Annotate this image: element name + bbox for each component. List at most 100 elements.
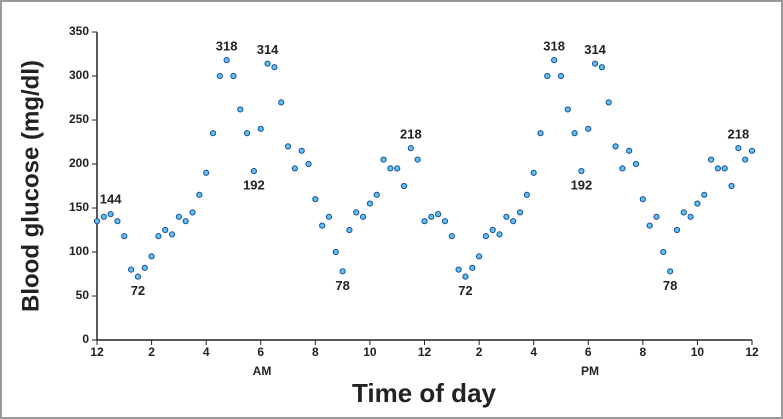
data-point [278, 99, 285, 106]
x-tick-label: 4 [203, 345, 210, 359]
x-tick-label: 12 [90, 345, 104, 359]
data-point [714, 165, 721, 172]
data-point [646, 222, 653, 229]
data-point [544, 72, 551, 80]
data-point [735, 145, 742, 152]
data-point [134, 273, 142, 280]
data-point [667, 268, 674, 275]
data-point [387, 165, 394, 172]
data-point [585, 125, 592, 132]
data-point [748, 147, 756, 154]
data-point [373, 191, 380, 198]
annotation: 78 [663, 278, 677, 293]
annotation: 218 [728, 127, 750, 142]
data-point [148, 253, 155, 260]
x-tick-label: 8 [639, 345, 646, 359]
data-point [673, 226, 681, 234]
data-point [250, 167, 258, 175]
data-point [414, 156, 421, 163]
data-point [489, 226, 496, 234]
data-point [407, 145, 414, 152]
data-point [421, 218, 428, 225]
data-point [128, 266, 135, 273]
annotation: 72 [458, 283, 472, 298]
x-tick-label: 12 [418, 345, 432, 359]
data-point [244, 130, 251, 137]
data-point [701, 191, 708, 198]
annotation: 144 [100, 192, 122, 207]
y-tick-label: 50 [76, 288, 90, 302]
data-point [680, 209, 687, 216]
data-point [141, 264, 148, 271]
data-point [728, 182, 735, 190]
data-point [346, 226, 353, 234]
data-point [305, 160, 312, 168]
data-point [639, 196, 646, 203]
x-tick-label: 10 [691, 345, 705, 359]
data-point [435, 211, 442, 218]
data-point [168, 231, 176, 238]
data-point [578, 167, 585, 175]
data-point [571, 130, 578, 137]
data-point [591, 60, 599, 67]
data-point [380, 156, 387, 163]
y-tick-label: 350 [69, 24, 89, 38]
x-tick-label: 12 [745, 345, 759, 359]
annotation: 314 [584, 42, 606, 57]
data-point [223, 57, 230, 64]
data-point [196, 191, 203, 198]
data-point [400, 182, 408, 190]
data-point [619, 165, 626, 172]
data-point [660, 248, 667, 256]
data-point [448, 233, 455, 240]
data-point [742, 156, 749, 163]
data-point [93, 218, 101, 225]
y-tick-label: 300 [69, 68, 89, 82]
data-point [216, 72, 223, 80]
x-tick-label: 2 [148, 345, 155, 359]
data-point [175, 213, 182, 220]
period-label: PM [581, 364, 599, 378]
data-point [469, 264, 476, 271]
data-point [182, 218, 189, 225]
data-point [257, 125, 264, 132]
annotation: 314 [257, 42, 279, 57]
data-point [503, 213, 510, 220]
x-tick-label: 6 [585, 345, 592, 359]
data-point [475, 253, 483, 260]
data-point [605, 99, 612, 106]
data-point [230, 72, 237, 80]
data-point [353, 209, 360, 216]
annotation: 318 [543, 39, 565, 54]
data-point [462, 273, 469, 280]
annotation: 318 [216, 39, 238, 54]
data-point [530, 169, 537, 176]
y-tick-label: 150 [69, 200, 89, 214]
data-point [264, 60, 271, 67]
data-point [598, 64, 605, 71]
annotation: 78 [335, 278, 349, 293]
annotation: 72 [131, 283, 145, 298]
data-point [626, 147, 633, 154]
data-point [359, 213, 367, 220]
data-point [237, 106, 244, 113]
data-point [707, 156, 715, 163]
data-point [653, 213, 660, 220]
data-point [298, 147, 305, 154]
annotation: 192 [243, 177, 265, 192]
annotation: 218 [400, 127, 422, 142]
y-tick-label: 250 [69, 112, 89, 126]
data-point [271, 64, 278, 71]
data-point [510, 218, 517, 225]
data-point [319, 222, 326, 229]
data-point [516, 209, 524, 216]
y-tick-label: 100 [69, 244, 89, 258]
x-tick-label: 6 [257, 345, 264, 359]
data-point [612, 143, 619, 150]
data-point [428, 213, 435, 220]
data-point [312, 196, 319, 203]
data-point [455, 266, 462, 273]
x-axis-label: Time of day [352, 378, 497, 408]
data-point [339, 268, 346, 275]
data-point [209, 130, 217, 137]
